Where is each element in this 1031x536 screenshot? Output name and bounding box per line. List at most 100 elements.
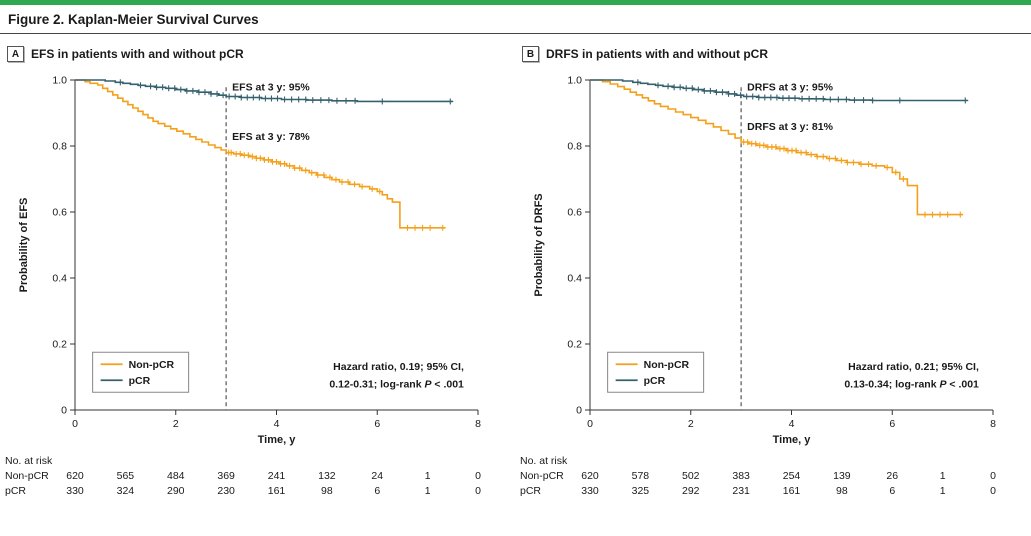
panel-a-chart: 0 0.2 0.4 0.6 0.8 1.0 0 2 4 6 8 Time, y Probability … <box>3 66 512 502</box>
title-rule <box>0 33 1031 34</box>
risk-value: 565 <box>117 470 135 482</box>
risk-row-label-pcr: pCR <box>5 485 26 497</box>
risk-value: 98 <box>836 485 848 497</box>
censor-marks-pcr <box>117 79 454 105</box>
panel-a-label: A <box>7 46 24 62</box>
legend-label-non-pcr: Non-pCR <box>129 359 175 371</box>
legend-label-pcr: pCR <box>644 375 666 387</box>
legend-label-non-pcr: Non-pCR <box>644 359 690 371</box>
top-accent-bar <box>0 0 1031 5</box>
risk-value: 98 <box>321 485 333 497</box>
risk-value: 24 <box>371 470 383 482</box>
panel-a-title: EFS in patients with and without pCR <box>31 47 244 61</box>
risk-value: 139 <box>833 470 851 482</box>
x-tick-label: 4 <box>789 418 795 430</box>
censor-marks-non-pcr <box>225 149 446 231</box>
risk-value: 369 <box>217 470 235 482</box>
figure-title: Figure 2. Kaplan-Meier Survival Curves <box>8 12 259 27</box>
risk-value: 484 <box>167 470 185 482</box>
censor-marks-pcr <box>634 79 969 104</box>
risk-value: 330 <box>581 485 599 497</box>
annotation-text: EFS at 3 y: 78% <box>232 131 310 143</box>
risk-value: 502 <box>682 470 700 482</box>
x-tick-label: 8 <box>475 418 481 430</box>
y-axis-title: Probability of DRFS <box>533 193 545 296</box>
risk-value: 161 <box>268 485 286 497</box>
x-tick-label: 2 <box>173 418 179 430</box>
risk-row-label-non-pcr: Non-pCR <box>5 470 49 482</box>
y-tick-label: 0.6 <box>52 207 67 219</box>
stats-line1: Hazard ratio, 0.21; 95% CI, <box>848 361 979 373</box>
risk-value: 620 <box>581 470 599 482</box>
x-tick-label: 6 <box>889 418 895 430</box>
panel-b-title: DRFS in patients with and without pCR <box>546 47 768 61</box>
legend-box <box>607 351 705 393</box>
panel-b-header: B DRFS in patients with and without pCR <box>522 46 1027 62</box>
risk-value: 231 <box>732 485 750 497</box>
risk-value: 6 <box>374 485 380 497</box>
risk-value: 620 <box>66 470 84 482</box>
stats-line1: Hazard ratio, 0.19; 95% CI, <box>333 361 464 373</box>
risk-value: 0 <box>475 485 481 497</box>
x-axis-title: Time, y <box>258 434 297 446</box>
risk-value: 161 <box>783 485 801 497</box>
x-tick-label: 8 <box>990 418 996 430</box>
risk-value: 230 <box>217 485 235 497</box>
risk-table-header: No. at risk <box>5 455 53 467</box>
y-tick-label: 0.2 <box>567 339 582 351</box>
risk-row-label-pcr: pCR <box>520 485 541 497</box>
risk-value: 241 <box>268 470 286 482</box>
y-tick-label: 0.8 <box>567 141 582 153</box>
risk-value: 1 <box>940 470 946 482</box>
risk-value: 324 <box>117 485 135 497</box>
y-tick-label: 0.6 <box>567 207 582 219</box>
risk-table-header: No. at risk <box>520 455 568 467</box>
risk-value: 0 <box>990 470 996 482</box>
panel-b: B DRFS in patients with and without pCR … <box>518 44 1027 502</box>
x-tick-label: 6 <box>374 418 380 430</box>
risk-value: 6 <box>889 485 895 497</box>
y-tick-label: 1.0 <box>52 75 67 87</box>
legend-label-pcr: pCR <box>129 375 151 387</box>
risk-value: 0 <box>990 485 996 497</box>
censor-marks-non-pcr <box>740 139 964 218</box>
panel-b-chart: 0 0.2 0.4 0.6 0.8 1.0 0 2 4 6 8 Time, y Probability … <box>518 66 1027 502</box>
risk-value: 292 <box>682 485 700 497</box>
y-axis-title: Probability of EFS <box>18 198 30 293</box>
y-tick-label: 0.2 <box>52 339 67 351</box>
risk-value: 383 <box>732 470 750 482</box>
panel-a-header: A EFS in patients with and without pCR <box>7 46 512 62</box>
annotation-text: DRFS at 3 y: 95% <box>747 82 833 94</box>
y-tick-label: 0.4 <box>567 273 582 285</box>
annotation-text: DRFS at 3 y: 81% <box>747 121 833 133</box>
panel-b-label: B <box>522 46 539 62</box>
risk-row-label-non-pcr: Non-pCR <box>520 470 564 482</box>
panels-container: A EFS in patients with and without pCR 0… <box>0 34 1031 502</box>
risk-value: 26 <box>886 470 898 482</box>
stats-line2: 0.12-0.31; log-rank P < .001 <box>329 379 464 391</box>
x-tick-label: 4 <box>274 418 280 430</box>
risk-value: 578 <box>632 470 650 482</box>
x-tick-label: 0 <box>72 418 78 430</box>
panel-a: A EFS in patients with and without pCR 0… <box>3 44 512 502</box>
y-tick-label: 0.8 <box>52 141 67 153</box>
y-tick-label: 1.0 <box>567 75 582 87</box>
figure-page: Figure 2. Kaplan-Meier Survival Curves A… <box>0 0 1031 502</box>
risk-value: 330 <box>66 485 84 497</box>
legend-box <box>92 351 190 393</box>
annotation-text: EFS at 3 y: 95% <box>232 82 310 94</box>
risk-value: 0 <box>475 470 481 482</box>
x-axis-title: Time, y <box>773 434 812 446</box>
km-plot-B: 0 0.2 0.4 0.6 0.8 1.0 0 2 4 6 8 Time, y Probability … <box>520 75 996 498</box>
risk-value: 132 <box>318 470 336 482</box>
risk-value: 290 <box>167 485 185 497</box>
stats-line2: 0.13-0.34; log-rank P < .001 <box>844 379 979 391</box>
y-tick-label: 0.4 <box>52 273 67 285</box>
y-tick-label: 0 <box>576 405 582 417</box>
risk-value: 1 <box>940 485 946 497</box>
risk-value: 325 <box>632 485 650 497</box>
risk-value: 1 <box>425 470 431 482</box>
risk-value: 1 <box>425 485 431 497</box>
risk-value: 254 <box>783 470 801 482</box>
